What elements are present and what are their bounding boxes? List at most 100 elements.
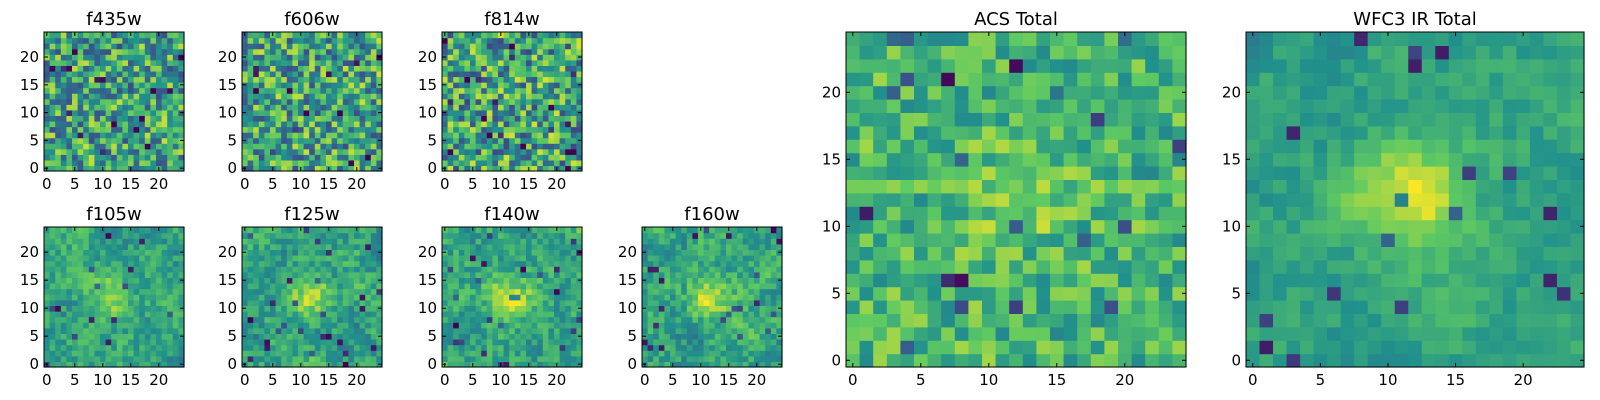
heatmap-cell	[647, 288, 654, 295]
heatmap-cell	[326, 120, 333, 128]
heatmap-cell	[83, 322, 90, 329]
heatmap-cell	[144, 98, 151, 105]
heatmap-cell	[664, 266, 671, 273]
heatmap-cell	[531, 271, 538, 278]
heatmap-cell	[292, 59, 299, 66]
heatmap-cell	[128, 76, 135, 83]
heatmap-cell	[464, 277, 471, 284]
heatmap-cell	[326, 299, 333, 306]
heatmap-cell	[458, 327, 465, 334]
heatmap-cell	[88, 333, 95, 340]
heatmap-cell	[526, 350, 533, 357]
heatmap-cell	[526, 322, 533, 329]
heatmap-cell	[88, 120, 95, 128]
heatmap-cell	[554, 109, 561, 116]
heatmap-cell	[88, 76, 95, 83]
heatmap-cell	[548, 232, 555, 239]
heatmap-cell	[709, 232, 716, 239]
heatmap-cell	[914, 246, 929, 261]
heatmap-cell	[492, 65, 499, 72]
heatmap-cell	[941, 166, 956, 180]
heatmap-cell	[447, 137, 454, 144]
heatmap-cell	[376, 238, 383, 245]
heatmap-cell	[49, 299, 56, 306]
heatmap-cell	[464, 82, 471, 89]
heatmap-cell	[342, 154, 349, 161]
heatmap-cell	[846, 219, 861, 234]
heatmap-cell	[554, 143, 561, 150]
heatmap-cell	[447, 59, 454, 66]
heatmap-cell	[88, 43, 95, 50]
heatmap-cell	[873, 219, 888, 234]
heatmap-cell	[309, 238, 316, 245]
heatmap-cell	[565, 93, 572, 100]
heatmap-cell	[359, 154, 366, 161]
heatmap-cell	[354, 249, 361, 256]
heatmap-cell	[264, 288, 271, 295]
heatmap-cell	[714, 277, 721, 284]
heatmap-cell	[754, 344, 761, 351]
heatmap-cell	[314, 137, 321, 144]
heatmap-cell	[481, 104, 488, 111]
heatmap-cell	[88, 339, 95, 346]
heatmap-cell	[111, 243, 118, 250]
heatmap-cell	[320, 98, 327, 105]
heatmap-cell	[359, 266, 366, 273]
heatmap-cell	[354, 159, 361, 167]
heatmap-cell	[453, 227, 460, 234]
heatmap-cell	[139, 159, 146, 167]
heatmap-cell	[559, 76, 566, 83]
heatmap-cell	[520, 277, 527, 284]
heatmap-cell	[520, 32, 527, 39]
heatmap-cell	[720, 288, 727, 295]
heatmap-cell	[156, 271, 163, 278]
heatmap-cell	[303, 37, 310, 44]
heatmap-cell	[359, 283, 366, 290]
heatmap-cell	[742, 283, 749, 290]
heatmap-cell	[242, 143, 249, 150]
heatmap-cell	[100, 243, 107, 250]
heatmap-cell	[150, 104, 157, 111]
heatmap-cell	[150, 255, 157, 262]
heatmap-cell	[731, 294, 738, 301]
heatmap-cell	[714, 305, 721, 312]
heatmap-cell	[292, 137, 299, 144]
heatmap-cell	[161, 294, 168, 301]
x-tick-label: 20	[149, 371, 168, 389]
heatmap-cell	[492, 238, 499, 245]
heatmap-cell	[1077, 192, 1092, 207]
heatmap-cell	[470, 249, 477, 256]
heatmap-cell	[570, 350, 577, 357]
heatmap-cell	[486, 232, 493, 239]
x-tick-label: 15	[719, 371, 738, 389]
heatmap-cell	[303, 76, 310, 83]
heatmap-cell	[167, 238, 174, 245]
heatmap-cell	[458, 137, 465, 144]
heatmap-cell	[726, 271, 733, 278]
heatmap-cell	[509, 104, 516, 111]
heatmap-cell	[258, 43, 265, 50]
heatmap-cell	[156, 283, 163, 290]
heatmap-cell	[258, 344, 265, 351]
axes-frame	[441, 226, 583, 368]
heatmap-cell	[342, 243, 349, 250]
heatmap-cell	[503, 311, 510, 318]
heatmap-cell	[900, 246, 915, 261]
heatmap-cell	[178, 238, 185, 245]
heatmap-cell	[475, 126, 482, 133]
heatmap-cell	[128, 238, 135, 245]
heatmap-cell	[714, 294, 721, 301]
heatmap-cell	[133, 82, 140, 89]
heatmap-cell	[337, 288, 344, 295]
heatmap-cell	[55, 132, 62, 139]
heatmap-cell	[122, 76, 129, 83]
heatmap-cell	[264, 260, 271, 267]
heatmap-cell	[653, 249, 660, 256]
heatmap-cell	[331, 255, 338, 262]
heatmap-cell	[481, 355, 488, 362]
heatmap-cell	[370, 82, 377, 89]
heatmap-cell	[526, 260, 533, 267]
heatmap-cell	[554, 126, 561, 133]
heatmap-cell	[286, 260, 293, 267]
heatmap-cell	[133, 37, 140, 44]
